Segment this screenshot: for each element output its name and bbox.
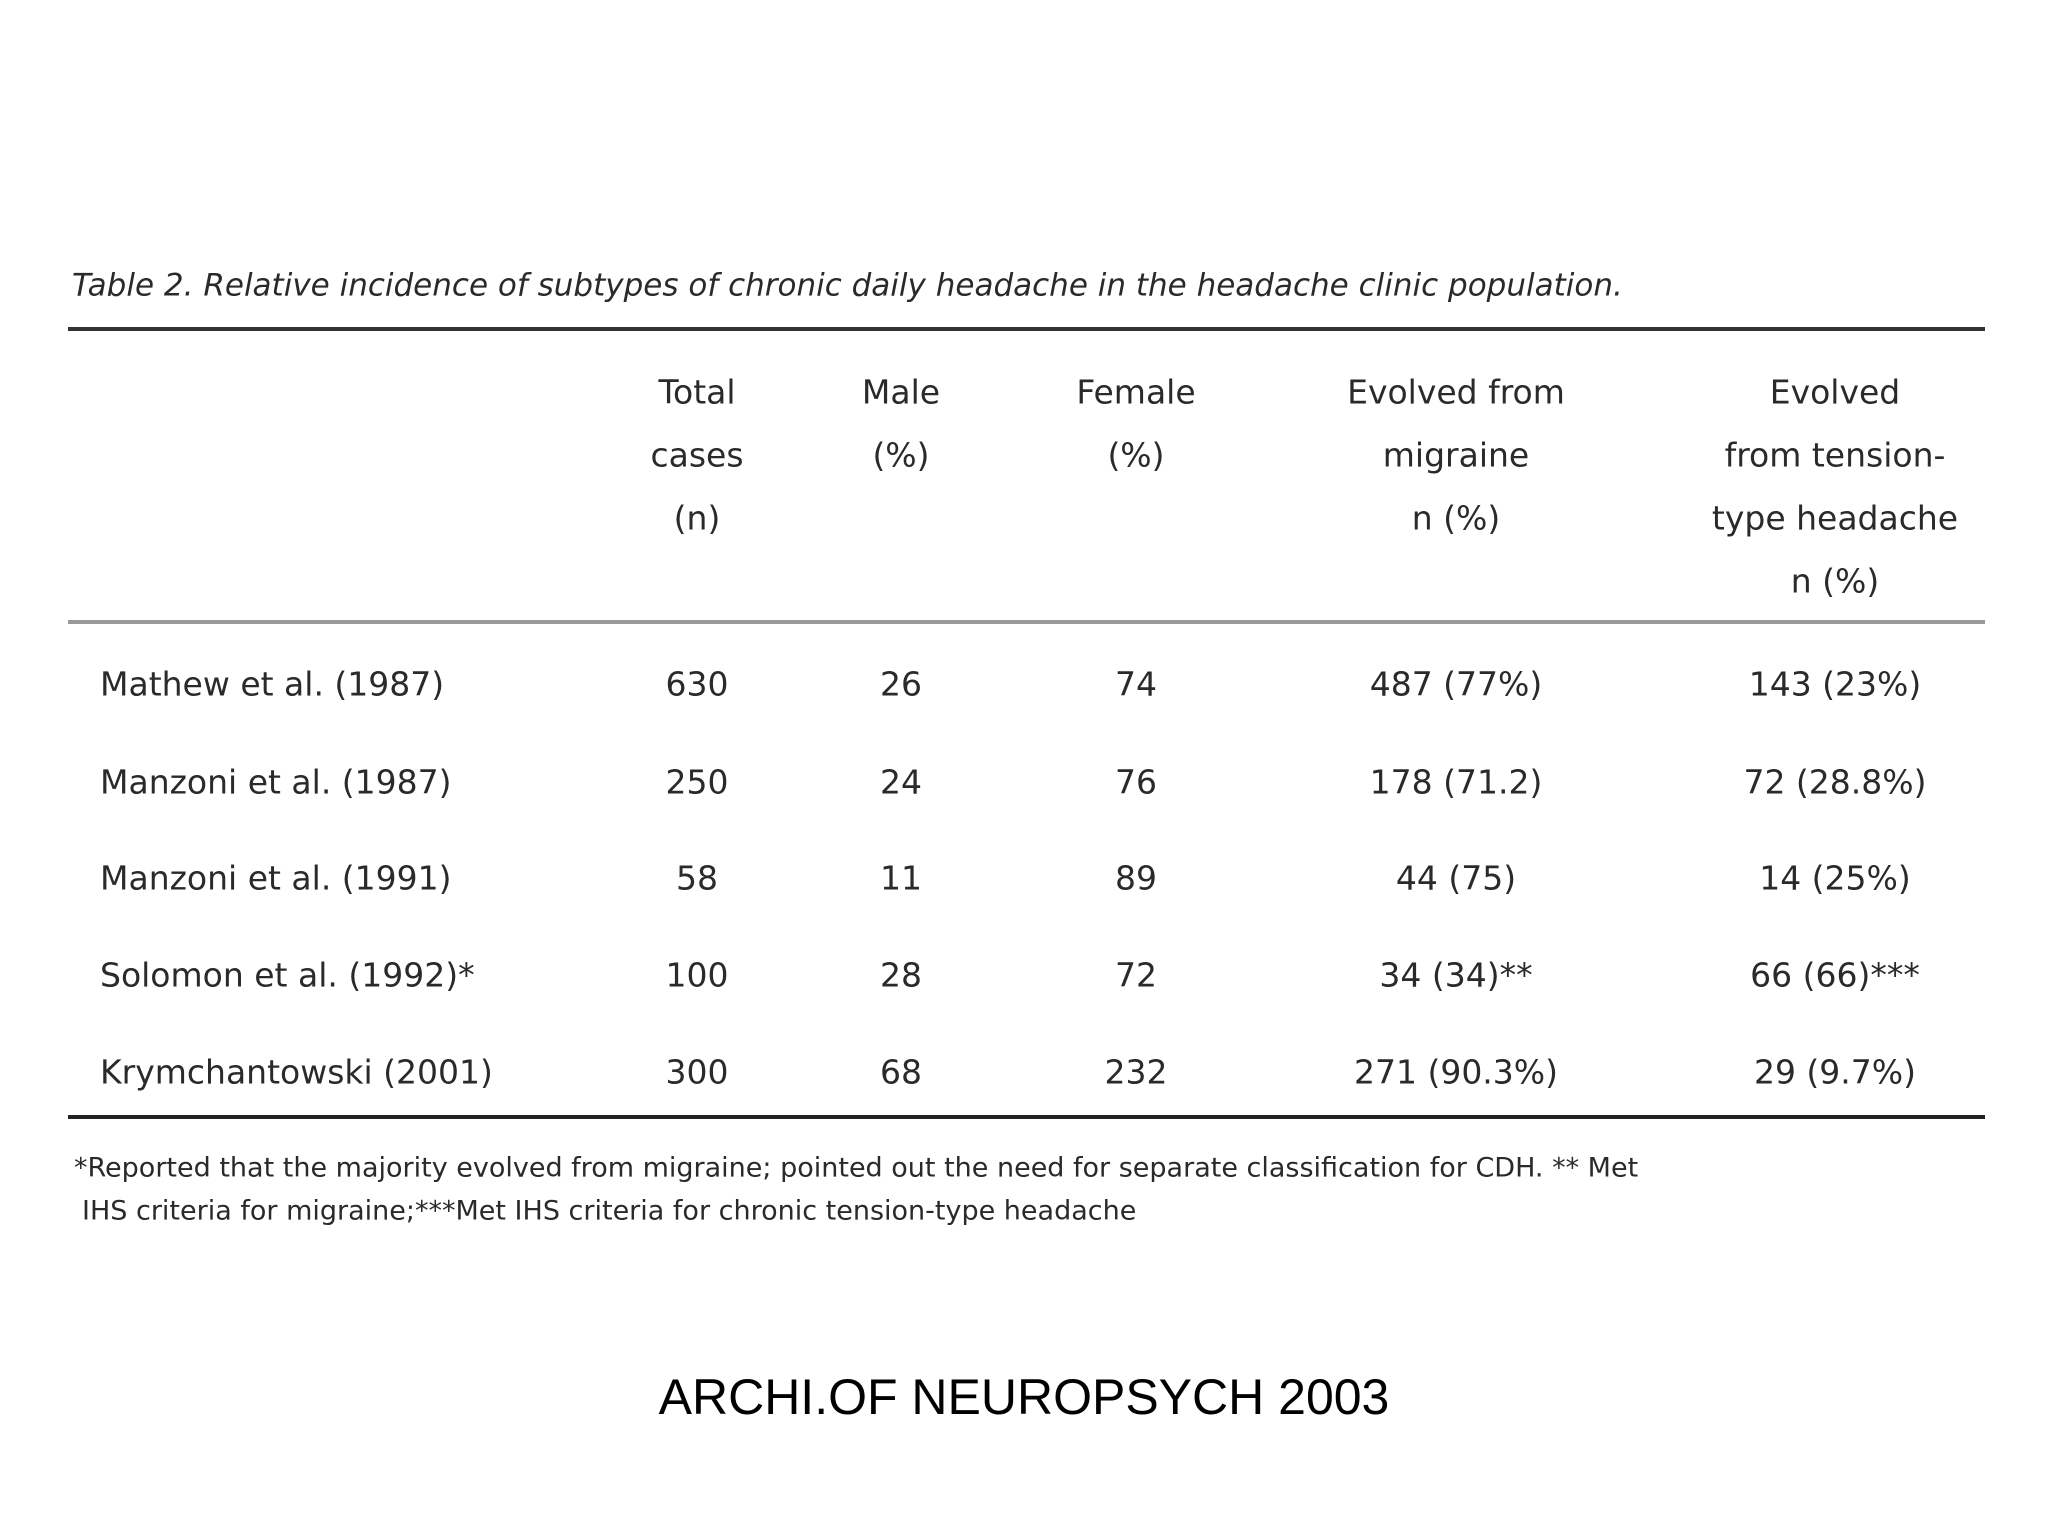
table-cell: 29 (9.7%) (1754, 1053, 1916, 1092)
header-cell: Male (862, 373, 940, 412)
table-cell: 66 (66)*** (1750, 956, 1920, 995)
table-cell: 487 (77%) (1370, 665, 1543, 704)
header-cell: from tension- (1725, 436, 1946, 475)
header-cell: (%) (872, 436, 929, 475)
footnote: *Reported that the majority evolved from… (74, 1153, 1638, 1184)
table-cell: 72 (28.8%) (1743, 763, 1926, 802)
table-cell: 271 (90.3%) (1354, 1053, 1558, 1092)
row-label: Solomon et al. (1992)* (100, 956, 475, 995)
table-cell: 24 (880, 763, 922, 802)
table-cell: 72 (1115, 956, 1157, 995)
table-cell: 58 (676, 859, 718, 898)
caption: ARCHI.OF NEUROPSYCH 2003 (659, 1369, 1390, 1425)
table-cell: 100 (666, 956, 729, 995)
table-cell: 143 (23%) (1749, 665, 1922, 704)
table-cell: 26 (880, 665, 922, 704)
header-cell: (n) (674, 499, 721, 538)
table-cell: 14 (25%) (1759, 859, 1911, 898)
header-cell: Evolved (1770, 373, 1901, 412)
table-cell: 250 (666, 763, 729, 802)
header-cell: n (%) (1791, 562, 1880, 601)
table-cell: 89 (1115, 859, 1157, 898)
table-cell: 74 (1115, 665, 1157, 704)
header-cell: Total (657, 373, 735, 412)
header-cell: n (%) (1412, 499, 1501, 538)
header-cell: migraine (1383, 436, 1529, 475)
table-cell: 630 (666, 665, 729, 704)
header-cell: Evolved from (1347, 373, 1565, 412)
row-label: Manzoni et al. (1991) (100, 859, 452, 898)
header-cell: type headache (1712, 499, 1958, 538)
table-cell: 178 (71.2) (1370, 763, 1543, 802)
header-cell: cases (650, 436, 743, 475)
row-label: Krymchantowski (2001) (100, 1053, 493, 1092)
table-cell: 76 (1115, 763, 1157, 802)
row-label: Mathew et al. (1987) (100, 665, 444, 704)
table-cell: 34 (34)** (1379, 956, 1532, 995)
table-cell: 232 (1105, 1053, 1168, 1092)
table-cell: 300 (666, 1053, 729, 1092)
table-title: Table 2. Relative incidence of subtypes … (72, 268, 1623, 304)
table-cell: 28 (880, 956, 922, 995)
table-cell: 44 (75) (1396, 859, 1516, 898)
header-cell: Female (1076, 373, 1195, 412)
footnote: IHS criteria for migraine;***Met IHS cri… (82, 1196, 1136, 1227)
table-cell: 68 (880, 1053, 922, 1092)
table-cell: 11 (880, 859, 922, 898)
header-cell: (%) (1107, 436, 1164, 475)
row-label: Manzoni et al. (1987) (100, 763, 452, 802)
